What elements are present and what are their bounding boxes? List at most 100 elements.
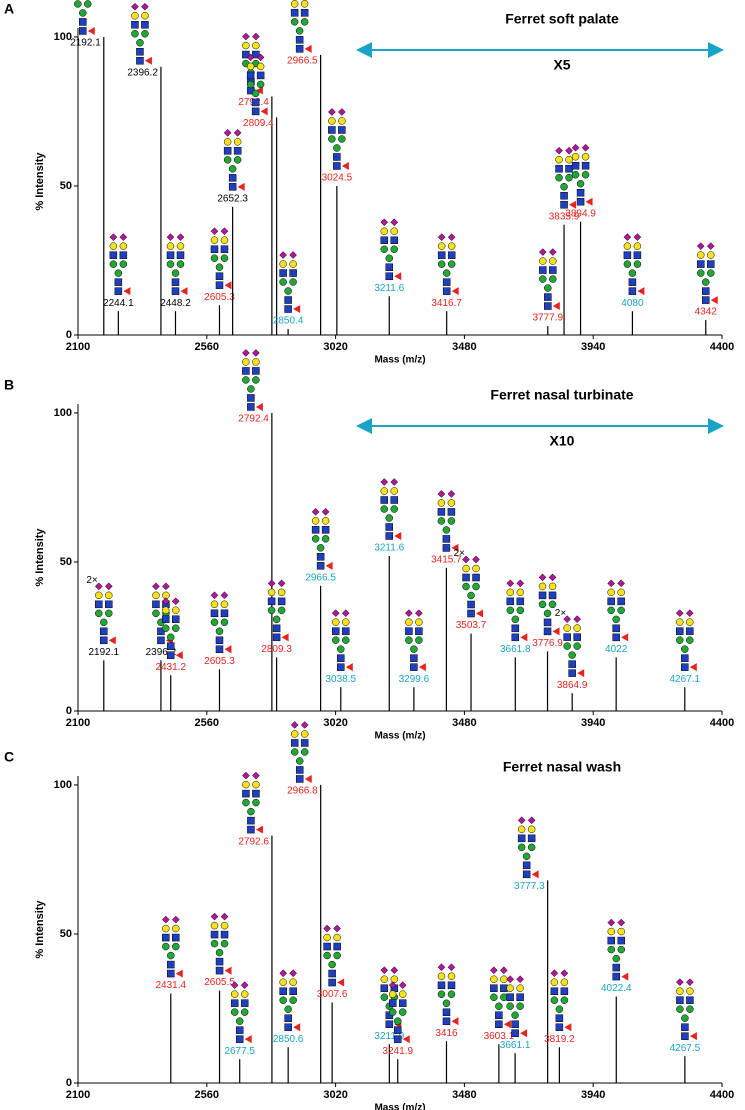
glycan-fucose xyxy=(569,200,577,209)
glycan-glcnac xyxy=(517,834,526,843)
panel-title: Ferret nasal wash xyxy=(503,759,621,775)
glycan-fucose xyxy=(577,669,585,678)
glycan-sialic xyxy=(328,108,336,116)
glycan-sialic xyxy=(223,128,232,137)
peak-label: 2652.3 xyxy=(217,193,248,204)
x-tick-label: 2100 xyxy=(66,717,90,729)
glycan-fucose xyxy=(394,532,402,541)
glycan-hexose xyxy=(300,18,309,26)
glycan-glcnac xyxy=(495,1011,503,1020)
glycan-glcnac xyxy=(223,147,232,155)
glycan-fucose xyxy=(293,1023,301,1032)
glycan-glcnac xyxy=(284,296,292,304)
glycan-hexose xyxy=(311,535,320,543)
glycan-glcnac xyxy=(171,287,180,295)
glycan-hexose xyxy=(628,269,637,277)
glycan-hexose xyxy=(119,260,128,268)
glycan-hexose xyxy=(136,38,144,47)
glycan-hexose xyxy=(215,263,224,271)
glycan-sialic xyxy=(686,978,694,987)
glycan-hexose xyxy=(210,921,219,930)
glycan-hexose xyxy=(328,960,336,969)
peak-label: 3211.6 xyxy=(374,283,404,294)
glycan-hexose xyxy=(560,996,569,1004)
glycan-glcnac xyxy=(235,1035,244,1043)
glycan-fucose xyxy=(476,609,484,618)
glycan-glcnac xyxy=(549,266,557,274)
y-axis-label: % Intensity xyxy=(34,900,46,959)
x-tick-label: 2560 xyxy=(195,341,219,353)
glycan-glcnac xyxy=(242,50,250,59)
glycan-glcnac xyxy=(522,870,531,879)
x-tick-label: 3020 xyxy=(323,341,347,353)
peak-label: 3211.9 xyxy=(374,1031,404,1042)
glycan-glcnac xyxy=(442,287,451,295)
glycan-hexose xyxy=(242,358,250,366)
glycan-fucose xyxy=(180,287,188,296)
glycan-glcnac xyxy=(676,627,684,635)
glycan-sialic xyxy=(390,218,399,227)
glycan-hexose xyxy=(240,990,249,998)
glycan-glcnac xyxy=(215,636,224,645)
glycan-glcnac xyxy=(612,972,621,981)
glycan-hexose xyxy=(617,606,625,615)
glycan-hexose xyxy=(447,242,456,250)
glycan-glcnac xyxy=(544,293,552,301)
glycan-hexose xyxy=(210,600,219,609)
glycan-hexose xyxy=(100,618,108,627)
glycan-sialic xyxy=(210,912,219,921)
glycan-hexose xyxy=(511,1011,519,1019)
glycan-hexose xyxy=(230,990,239,998)
glycan-glcnac xyxy=(290,9,299,17)
glycan-hexose xyxy=(385,514,393,522)
glycan-sialic xyxy=(152,582,160,591)
glycan-glcnac xyxy=(702,287,710,295)
glycan-sialic xyxy=(162,582,170,591)
glycan-glcnac xyxy=(141,20,149,29)
glycan-glcnac xyxy=(560,987,569,995)
glycan-hexose xyxy=(333,951,341,960)
scale-label: X5 xyxy=(553,57,570,73)
glycan-glcnac xyxy=(295,36,304,44)
glycan-glcnac xyxy=(686,996,694,1004)
glycan-glcnac xyxy=(300,739,309,747)
glycan-sialic xyxy=(563,615,572,623)
glycan-hexose xyxy=(563,642,571,650)
glycan-glcnac xyxy=(284,305,292,313)
glycan-hexose xyxy=(220,939,229,948)
glycan-hexose xyxy=(415,636,423,644)
x-tick-label: 3480 xyxy=(452,717,476,729)
y-tick-label: 0 xyxy=(66,329,72,341)
glycan-fucose xyxy=(402,1035,410,1044)
glycan-fucose xyxy=(304,774,312,783)
glycan-hexose xyxy=(176,242,185,250)
glycan-hexose xyxy=(74,0,82,8)
glycan-glcnac xyxy=(628,278,637,286)
glycan-hexose xyxy=(246,62,255,71)
glycan-glcnac xyxy=(442,544,451,552)
glycan-hexose xyxy=(171,269,180,277)
x-tick-label: 4400 xyxy=(710,717,734,729)
glycan-glcnac xyxy=(210,245,219,253)
glycan-hexose xyxy=(246,80,255,89)
glycan-glcnac xyxy=(380,236,388,245)
glycan-hexose xyxy=(702,278,710,286)
glycan-sialic xyxy=(555,146,563,155)
glycan-hexose xyxy=(333,933,341,942)
peak-label: 3777.3 xyxy=(514,881,545,892)
glycan-hexose xyxy=(328,135,336,143)
glycan-sialic xyxy=(548,573,557,582)
peak-label: 4267.5 xyxy=(670,1043,701,1054)
glycan-glcnac xyxy=(390,236,398,245)
glycan-sialic xyxy=(240,981,249,990)
glycan-glcnac xyxy=(152,600,160,609)
glycan-glcnac xyxy=(328,969,336,978)
glycan-hexose xyxy=(617,588,625,597)
glycan-glcnac xyxy=(681,1023,689,1031)
glycan-glcnac xyxy=(385,523,393,531)
glycan-sialic xyxy=(548,248,557,256)
glycan-hexose xyxy=(447,499,456,507)
glycan-hexose xyxy=(252,376,260,384)
glycan-sialic xyxy=(233,128,242,137)
glycan-glcnac xyxy=(385,532,393,540)
